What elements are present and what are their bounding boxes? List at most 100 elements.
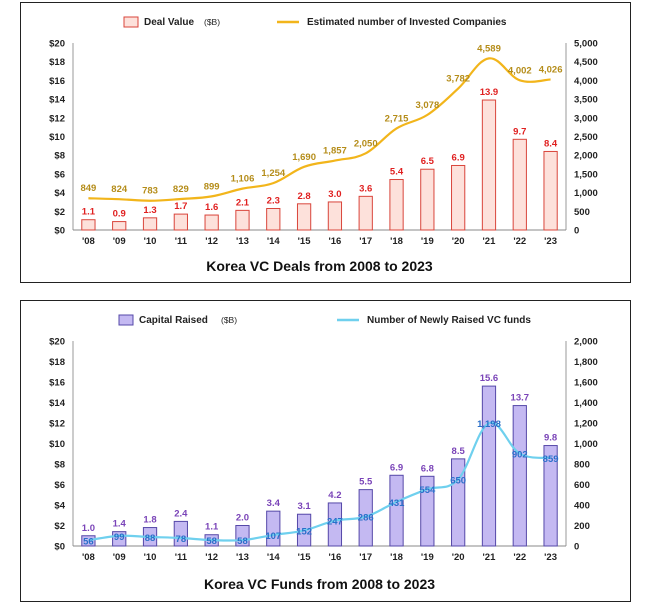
x-tick-label: '09 [113, 236, 126, 247]
x-tick-label: '20 [452, 236, 465, 247]
bar-value-label: 2.8 [297, 191, 310, 202]
line-value-label: 152 [296, 526, 312, 537]
bar [296, 203, 312, 231]
deals-chart: Deal Value ($B) Estimated number of Invest… [49, 16, 598, 274]
bar [389, 179, 404, 231]
line-value-label: 107 [265, 531, 281, 542]
bar-value-label: 8.4 [544, 138, 558, 149]
x-tick-label: '18 [390, 552, 403, 563]
x-tick-label: '21 [483, 552, 497, 563]
y-left-tick-label: $6 [54, 169, 65, 180]
legend-bar-unit: ($B) [204, 17, 220, 27]
line-value-label: 1,857 [323, 146, 347, 157]
bar-value-label: 9.8 [544, 433, 557, 444]
bar-value-label: 1.3 [143, 205, 156, 216]
y-right-tick-label: 1,400 [574, 398, 598, 409]
y-right-tick-label: 1,600 [574, 378, 598, 389]
bar [204, 214, 219, 231]
legend-line-label: Number of Newly Raised VC funds [367, 315, 531, 326]
deals-chart-panel: Deal Value ($B) Estimated number of Invest… [20, 2, 631, 283]
line-value-label: 4,002 [508, 65, 532, 76]
x-tick-label: '12 [205, 236, 218, 247]
bar-value-label: 1.7 [174, 201, 187, 212]
line-value-label: 78 [176, 534, 187, 545]
bar-value-label: 5.4 [390, 167, 404, 178]
x-tick-label: '08 [82, 552, 95, 563]
y-right-tick-label: 800 [574, 460, 590, 471]
x-tick-label: '13 [236, 236, 249, 247]
line-value-label: 286 [358, 513, 374, 524]
y-left-tick-label: $20 [49, 337, 65, 348]
line-value-label: 88 [145, 533, 156, 544]
legend-bar-label: Capital Raised [139, 315, 208, 326]
bar [481, 385, 497, 547]
bar [266, 207, 281, 231]
x-tick-label: '19 [421, 236, 434, 247]
series-line [88, 57, 551, 202]
y-left-tick-label: $20 [49, 39, 65, 50]
bar-value-label: 1.1 [205, 522, 219, 533]
line-value-label: 783 [142, 186, 158, 197]
chart-title: Korea VC Deals from 2008 to 2023 [206, 258, 433, 274]
y-right-tick-label: 1,800 [574, 357, 598, 368]
y-right-tick-label: 200 [574, 521, 590, 532]
x-tick-label: '16 [328, 552, 341, 563]
y-right-tick-label: 5,000 [574, 39, 598, 50]
x-tick-label: '17 [359, 552, 372, 563]
bar [81, 219, 96, 231]
bar-value-label: 6.5 [421, 156, 435, 167]
bar [266, 510, 281, 547]
line-value-label: 1,198 [477, 419, 501, 430]
y-left-tick-label: $18 [49, 57, 65, 68]
line-value-label: 829 [173, 184, 189, 195]
bar-value-label: 1.6 [205, 202, 218, 213]
bar-value-label: 4.2 [328, 490, 341, 501]
y-left-tick-label: $4 [54, 501, 65, 512]
line-value-label: 2,050 [354, 138, 378, 149]
line-value-label: 902 [512, 450, 528, 461]
line-value-label: 431 [389, 498, 406, 509]
y-left-tick-label: $8 [54, 460, 65, 471]
funds-chart: Capital Raised ($B) Number of Newly Raised… [49, 314, 598, 592]
y-right-tick-label: 1,000 [574, 188, 598, 199]
y-right-tick-label: 500 [574, 207, 590, 218]
bar [142, 217, 158, 231]
y-right-tick-label: 400 [574, 501, 590, 512]
line-value-label: 849 [80, 183, 96, 194]
bar [327, 502, 343, 547]
line-value-label: 899 [204, 181, 220, 192]
funds-chart-panel: Capital Raised ($B) Number of Newly Raised… [20, 300, 631, 602]
y-left-tick-label: $2 [54, 521, 65, 532]
line-value-label: 58 [206, 536, 217, 547]
y-right-tick-label: 0 [574, 226, 579, 237]
bar [173, 213, 188, 231]
legend-bar-swatch [123, 16, 139, 28]
y-left-tick-label: $12 [49, 113, 65, 124]
line-value-label: 650 [450, 475, 466, 486]
series-line [88, 421, 551, 542]
y-right-tick-label: 1,200 [574, 419, 598, 430]
y-left-tick-label: $8 [54, 151, 65, 162]
x-tick-label: '18 [390, 236, 403, 247]
legend-line-label: Estimated number of Invested Companies [307, 17, 507, 28]
y-left-tick-label: $0 [54, 226, 65, 237]
bar [420, 168, 435, 231]
y-left-tick-label: $6 [54, 480, 65, 491]
y-left-tick-label: $4 [54, 188, 65, 199]
line-value-label: 1,106 [231, 174, 255, 185]
x-tick-label: '15 [298, 552, 312, 563]
line-value-label: 4,026 [539, 64, 563, 75]
y-left-tick-label: $12 [49, 419, 65, 430]
bar-value-label: 6.9 [452, 152, 465, 163]
line-value-label: 58 [237, 536, 248, 547]
bar-value-label: 3.4 [267, 498, 281, 509]
x-tick-label: '12 [205, 552, 218, 563]
y-right-tick-label: 0 [574, 542, 579, 553]
bar [543, 150, 558, 231]
x-tick-label: '17 [359, 236, 372, 247]
x-tick-label: '22 [513, 236, 526, 247]
legend-bar-swatch [118, 314, 134, 326]
bar [389, 474, 404, 547]
line-value-label: 4,589 [477, 43, 501, 54]
x-tick-label: '14 [267, 236, 281, 247]
